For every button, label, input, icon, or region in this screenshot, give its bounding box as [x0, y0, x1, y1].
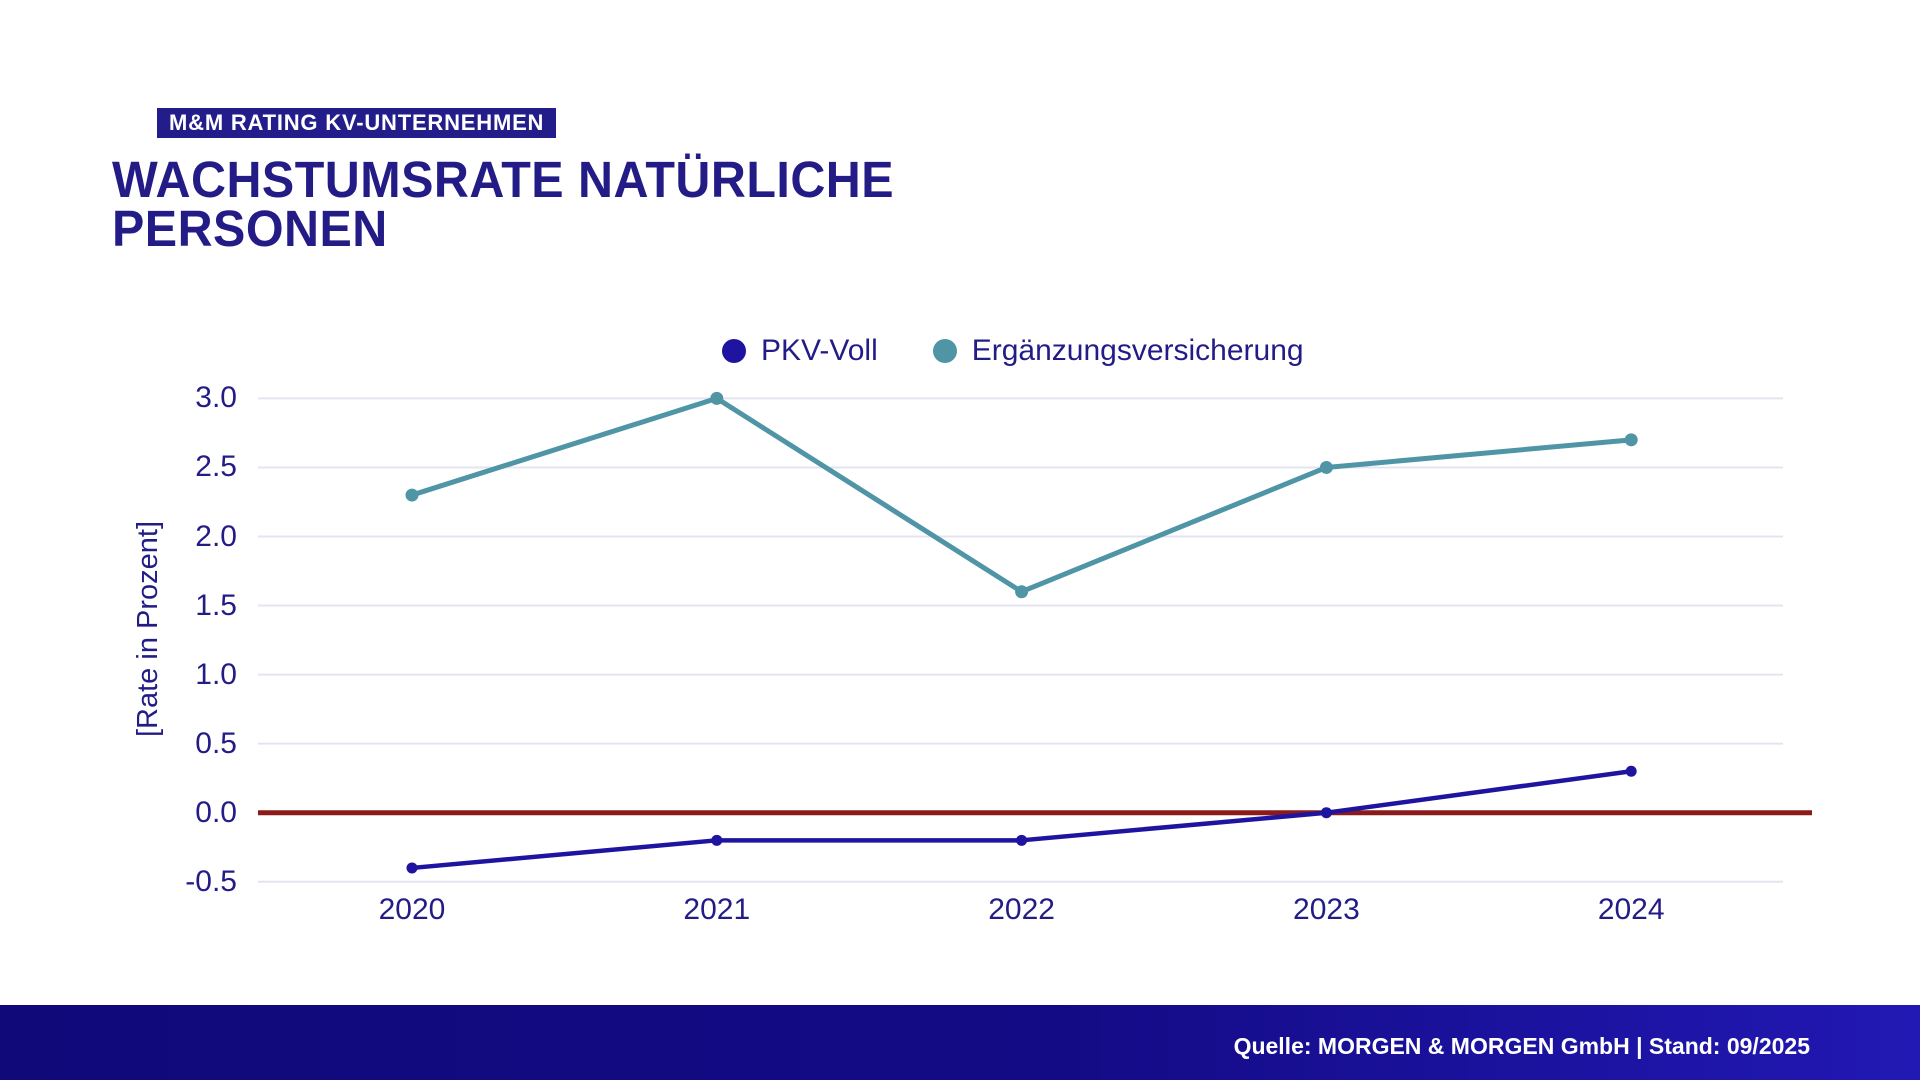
legend-label: Ergänzungsversicherung: [971, 334, 1304, 367]
data-point-marker: [1015, 585, 1029, 599]
x-axis-tick-label: 2020: [378, 893, 446, 926]
rating-badge: M&M RATING KV-UNTERNEHMEN: [157, 108, 557, 138]
series-line: [409, 769, 1634, 871]
page-title: WACHSTUMSRATE NATÜRLICHE PERSONEN: [112, 154, 894, 254]
data-point-marker: [1319, 460, 1333, 474]
legend-label: PKV-Voll: [761, 334, 878, 367]
footer-bar: Quelle: MORGEN & MORGEN GmbH | Stand: 09…: [0, 1005, 1920, 1080]
line-chart: [258, 391, 1812, 883]
y-axis-tick-label: 2.5: [195, 450, 237, 484]
legend-dot-icon: [722, 339, 746, 363]
data-point-marker: [710, 391, 724, 405]
y-axis-tick-label: -0.5: [185, 864, 237, 898]
page-title-line-1: WACHSTUMSRATE NATÜRLICHE: [112, 151, 895, 208]
data-point-marker: [1320, 807, 1332, 819]
legend-dot-icon: [932, 339, 957, 363]
y-axis-tick-label: 3.0: [195, 381, 237, 415]
y-axis-tick-label: 0.5: [195, 726, 237, 760]
y-axis-tick-label: 0.0: [195, 795, 237, 829]
chart-legend: PKV-Voll Ergänzungsversicherung: [722, 334, 1304, 368]
x-axis-tick-label: 2021: [683, 893, 751, 926]
data-point-marker: [406, 862, 418, 874]
data-point-marker: [1625, 765, 1637, 777]
source-note: Quelle: MORGEN & MORGEN GmbH | Stand: 09…: [1233, 1033, 1810, 1059]
y-axis-tick-label: 1.0: [195, 657, 237, 691]
data-point-marker: [711, 834, 723, 846]
series-line: [409, 395, 1634, 595]
legend-item-pkv-voll: PKV-Voll: [722, 334, 878, 368]
data-point-marker: [1624, 433, 1638, 447]
x-axis-tick-label: 2023: [1293, 893, 1360, 926]
legend-item-ergaenzungsversicherung: Ergänzungsversicherung: [932, 334, 1304, 368]
x-axis-tick-label: 2024: [1597, 893, 1665, 926]
x-axis-tick-label: 2022: [988, 893, 1055, 926]
data-point-marker: [1016, 834, 1028, 846]
y-axis-tick-label: 2.0: [195, 519, 237, 553]
data-point-marker: [405, 488, 419, 502]
page-title-line-2: PERSONEN: [112, 200, 388, 257]
y-axis-tick-label: 1.5: [195, 588, 237, 622]
